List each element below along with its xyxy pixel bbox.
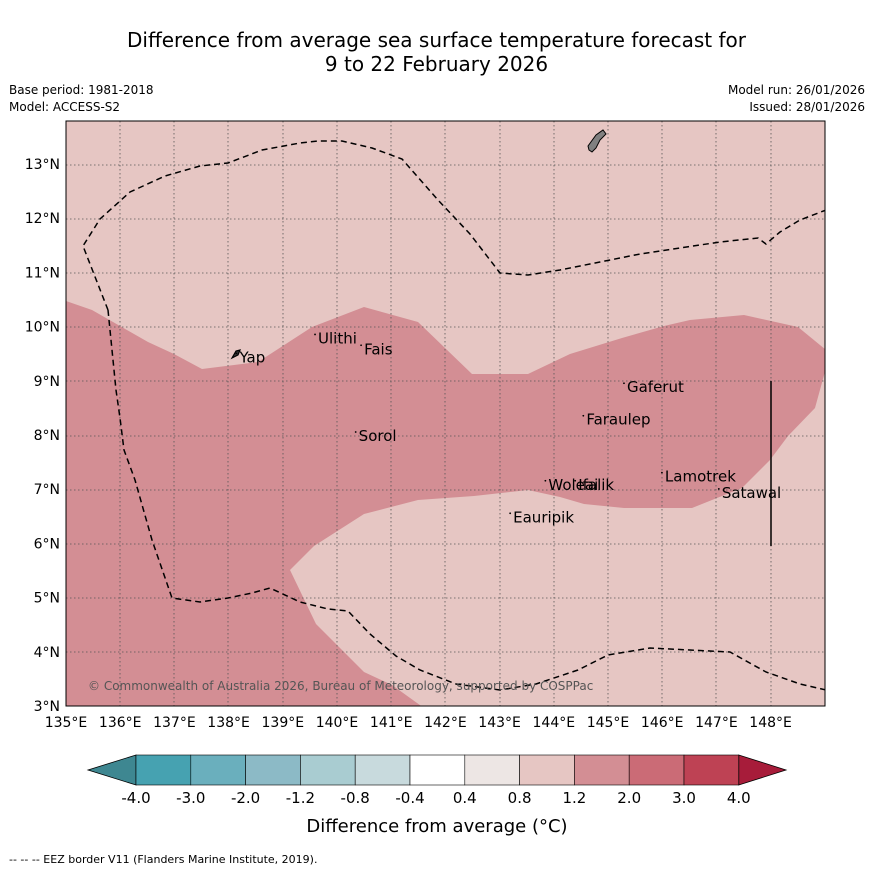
lon-tick-label: 138°E xyxy=(207,715,250,731)
place-marker xyxy=(623,382,625,385)
place-label-yap: Yap xyxy=(238,348,265,366)
lon-tick-label: 146°E xyxy=(641,715,684,731)
lon-tick-label: 141°E xyxy=(370,715,413,731)
lon-tick-label: 147°E xyxy=(695,715,738,731)
colorbar-tick-label: 4.0 xyxy=(727,789,751,807)
lat-tick-label: 3°N xyxy=(34,699,60,715)
longitude-ticks: 135°E 136°E 137°E 138°E 139°E 140°E 141°E 142°E… xyxy=(45,715,792,731)
place-marker xyxy=(661,471,663,474)
eez-footnote: -- -- -- EEZ border V11 (Flanders Marine… xyxy=(9,853,318,866)
anomaly-band-1.2-2.0 xyxy=(66,301,825,706)
place-marker xyxy=(354,431,357,433)
colorbar-tick-label: -3.0 xyxy=(176,789,205,807)
place-label-ulithi: Ulithi xyxy=(318,329,357,347)
place-marker xyxy=(314,333,316,336)
colorbar-tick-label: 0.8 xyxy=(508,789,532,807)
place-label-woleai: Woleai xyxy=(548,476,598,494)
model-name: Model: ACCESS-S2 xyxy=(9,100,121,114)
place-marker xyxy=(574,479,577,482)
colorbar-box xyxy=(464,754,520,786)
eez-border xyxy=(82,140,825,691)
lon-tick-label: 139°E xyxy=(262,715,305,731)
lat-tick-label: 7°N xyxy=(34,482,60,498)
base-period: Base period: 1981-2018 xyxy=(9,83,154,97)
colorbar-label: Difference from average (°C) xyxy=(306,816,567,837)
place-label-satawal: Satawal xyxy=(722,484,781,502)
colorbar-extend-high xyxy=(738,754,788,786)
lon-tick-label: 145°E xyxy=(587,715,630,731)
map-area: © Commonwealth of Australia 2026, Bureau… xyxy=(66,121,825,706)
issued-date: Issued: 28/01/2026 xyxy=(749,100,865,114)
colorbar-box xyxy=(409,754,466,786)
lon-tick-label: 144°E xyxy=(533,715,576,731)
place-label-fais: Fais xyxy=(364,340,393,358)
lat-tick-label: 4°N xyxy=(34,645,60,661)
place-labels: Yap Ulithi Fais Gaferut Faraulep Sorol WoleaiI… xyxy=(235,329,781,526)
latitude-ticks: 3°N 4°N 5°N 6°N 7°N 8°N 9°N 10°N 11°N 12°N 13°N xyxy=(25,157,60,715)
lat-tick-label: 12°N xyxy=(25,211,60,227)
colorbar-box xyxy=(683,754,740,786)
place-marker xyxy=(717,488,720,490)
colorbar: -4.0 -3.0 -2.0 -1.2 -0.8 -0.4 0.4 0.8 1.2 2.0 3.0 4… xyxy=(86,754,788,807)
lat-tick-label: 8°N xyxy=(34,428,60,444)
colorbar-tick-label: 2.0 xyxy=(617,789,641,807)
lon-tick-label: 140°E xyxy=(316,715,359,731)
colorbar-tick-label: 0.4 xyxy=(453,789,477,807)
copyright-note: © Commonwealth of Australia 2026, Bureau… xyxy=(88,679,593,693)
colorbar-tick-label: -4.0 xyxy=(121,789,150,807)
colorbar-tick-label: -2.0 xyxy=(231,789,260,807)
place-label-lamotrek: Lamotrek xyxy=(665,468,736,486)
colorbar-box xyxy=(519,754,575,786)
colorbar-box xyxy=(628,754,685,786)
lat-tick-label: 11°N xyxy=(25,265,60,281)
colorbar-tick-label: -0.8 xyxy=(341,789,370,807)
place-marker xyxy=(582,414,585,417)
colorbar-tick-label: 1.2 xyxy=(562,789,586,807)
title-line-2: 9 to 22 February 2026 xyxy=(324,52,549,76)
colorbar-box xyxy=(300,754,356,786)
place-label-gaferut: Gaferut xyxy=(627,378,684,396)
colorbar-tick-label: -0.4 xyxy=(395,789,424,807)
lon-tick-label: 148°E xyxy=(749,715,792,731)
map-frame xyxy=(65,120,826,707)
colorbar-tick-label: 3.0 xyxy=(672,789,696,807)
colorbar-extend-low xyxy=(86,754,137,786)
lon-tick-label: 136°E xyxy=(99,715,142,731)
colorbar-tick-label: -1.2 xyxy=(286,789,315,807)
place-marker xyxy=(235,352,238,355)
colorbar-box xyxy=(245,754,301,786)
place-marker xyxy=(544,479,547,482)
lat-tick-label: 6°N xyxy=(34,536,60,552)
place-label-ifalik: Ifalik xyxy=(578,476,614,494)
place-label-eauripik: Eauripik xyxy=(513,508,574,526)
model-run: Model run: 26/01/2026 xyxy=(727,83,865,97)
place-marker xyxy=(360,344,362,347)
guam-island xyxy=(587,129,607,153)
colorbar-box xyxy=(354,754,411,786)
lon-tick-label: 137°E xyxy=(153,715,196,731)
lat-tick-label: 5°N xyxy=(34,591,60,607)
place-label-faraulep: Faraulep xyxy=(586,411,650,429)
lon-tick-label: 143°E xyxy=(478,715,521,731)
lat-tick-label: 13°N xyxy=(25,157,60,173)
place-marker xyxy=(509,512,512,515)
lat-tick-label: 9°N xyxy=(34,374,60,390)
lon-tick-label: 142°E xyxy=(424,715,467,731)
lon-tick-label: 135°E xyxy=(45,715,88,731)
place-label-sorol: Sorol xyxy=(359,427,397,445)
colorbar-box xyxy=(190,754,246,786)
colorbar-box xyxy=(574,754,630,786)
title-line-1: Difference from average sea surface temp… xyxy=(126,28,746,52)
colorbar-box xyxy=(135,754,192,786)
lat-tick-label: 10°N xyxy=(25,320,60,336)
